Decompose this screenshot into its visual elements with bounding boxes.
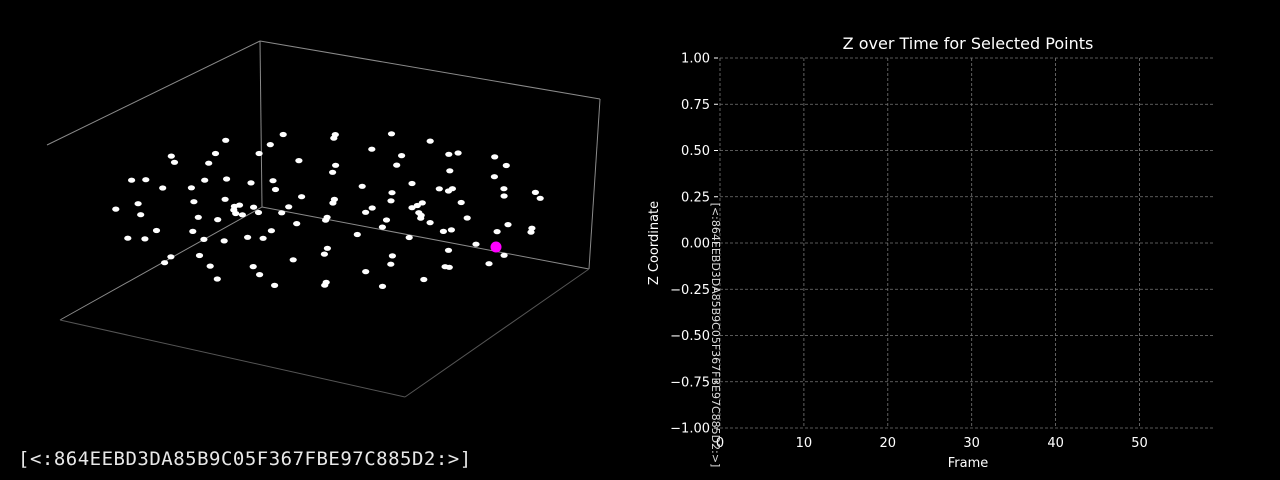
- watermark-vertical: [<:864EEBD3DA85B9C05F367FBE97C885D2:>]: [709, 203, 722, 468]
- x-tick-label: 50: [1131, 436, 1148, 451]
- y-tick-label: −0.50: [670, 329, 710, 344]
- x-tick-label: 40: [1047, 436, 1064, 451]
- x-tick-label: 10: [796, 436, 813, 451]
- y-tick-label: 1.00: [681, 52, 710, 67]
- y-tick-label: −1.00: [670, 422, 710, 437]
- y-tick-label: 0.75: [681, 98, 710, 113]
- x-tick-label: 20: [880, 436, 897, 451]
- x-axis-ticks: 01020304050: [716, 436, 1148, 451]
- x-tick-label: 30: [963, 436, 980, 451]
- grid: [720, 58, 1215, 428]
- y-tick-label: −0.75: [670, 375, 710, 390]
- y-axis-label: Z Coordinate: [647, 201, 662, 285]
- y-tick-label: −0.25: [670, 283, 710, 298]
- chart-title: Z over Time for Selected Points: [843, 34, 1094, 53]
- y-tick-label: 0.00: [681, 237, 710, 252]
- x-axis-label: Frame: [948, 456, 989, 471]
- y-tick-label: 0.50: [681, 144, 710, 159]
- y-tick-label: 0.25: [681, 190, 710, 205]
